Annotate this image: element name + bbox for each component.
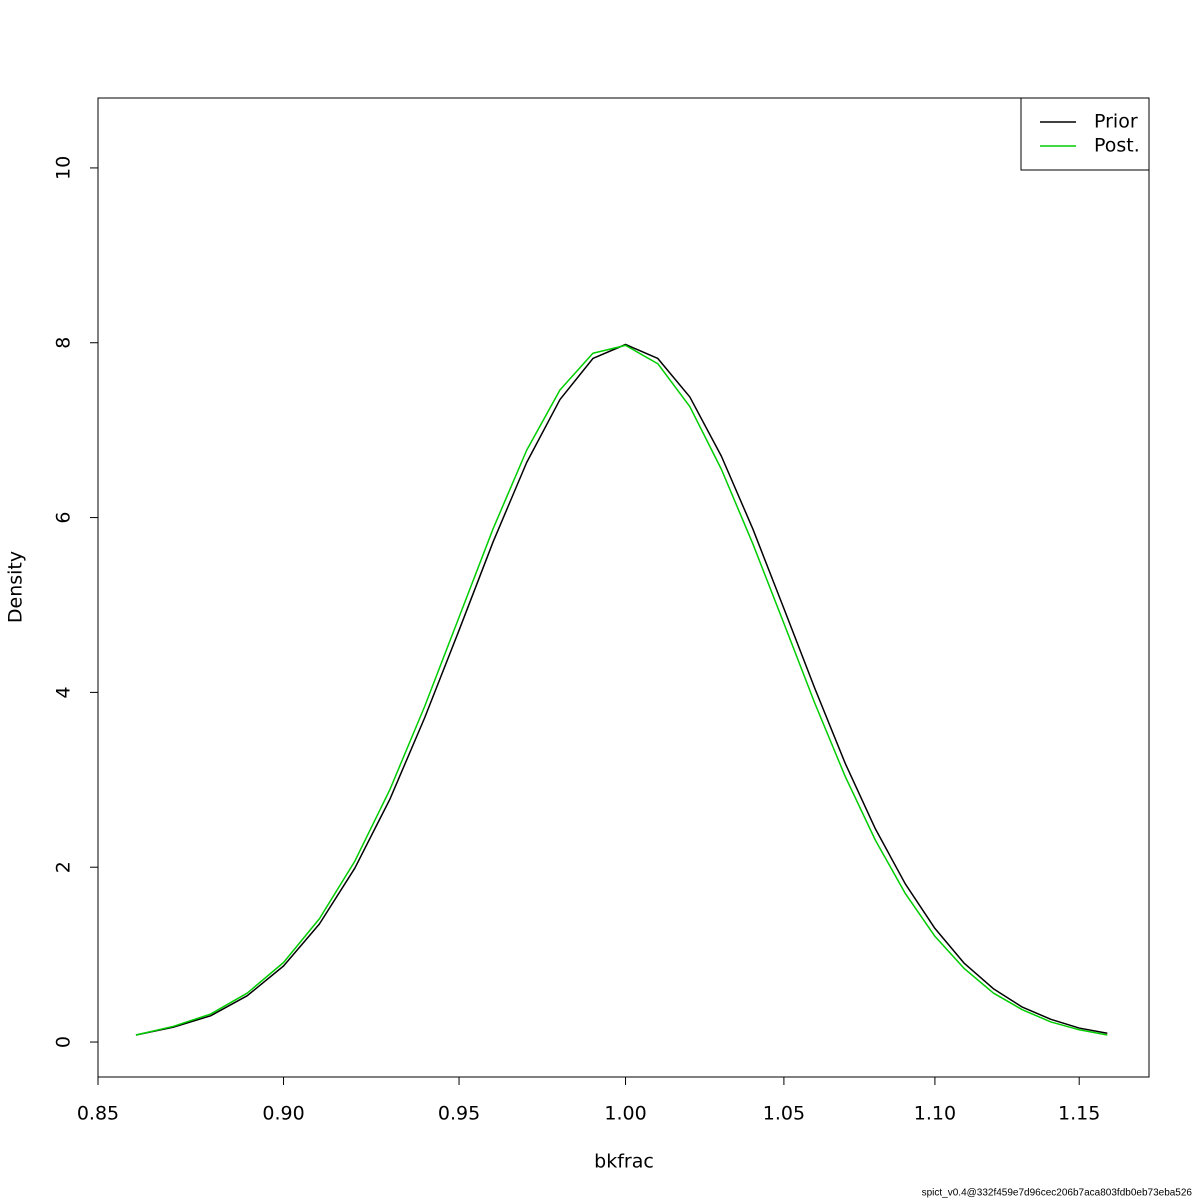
y-tick-label: 8 xyxy=(53,337,75,349)
line-series xyxy=(135,344,1108,1036)
x-tick-label: 0.85 xyxy=(77,1103,119,1125)
y-tick-label: 2 xyxy=(53,861,75,873)
y-axis-title: Density xyxy=(5,551,27,623)
legend-label: Post. xyxy=(1094,135,1140,157)
y-tick-label: 4 xyxy=(53,686,75,698)
plot-frame xyxy=(97,97,1150,1078)
caption: spict_v0.4@332f459e7d96cec206b7aca803fdb… xyxy=(922,1188,1193,1199)
x-tick-label: 1.10 xyxy=(914,1103,956,1125)
y-tick-label: 10 xyxy=(53,156,75,180)
line-series xyxy=(135,343,1108,1036)
legend-box xyxy=(1020,97,1150,171)
x-axis-title: bkfrac xyxy=(594,1151,654,1173)
x-tick-label: 0.90 xyxy=(262,1103,304,1125)
x-tick-label: 1.00 xyxy=(604,1103,646,1125)
y-tick-label: 0 xyxy=(53,1036,75,1048)
legend-label: Prior xyxy=(1094,111,1138,133)
x-tick-label: 1.15 xyxy=(1058,1103,1100,1125)
x-tick-label: 0.95 xyxy=(438,1103,480,1125)
x-tick-label: 1.05 xyxy=(763,1103,805,1125)
y-tick-label: 6 xyxy=(53,512,75,524)
